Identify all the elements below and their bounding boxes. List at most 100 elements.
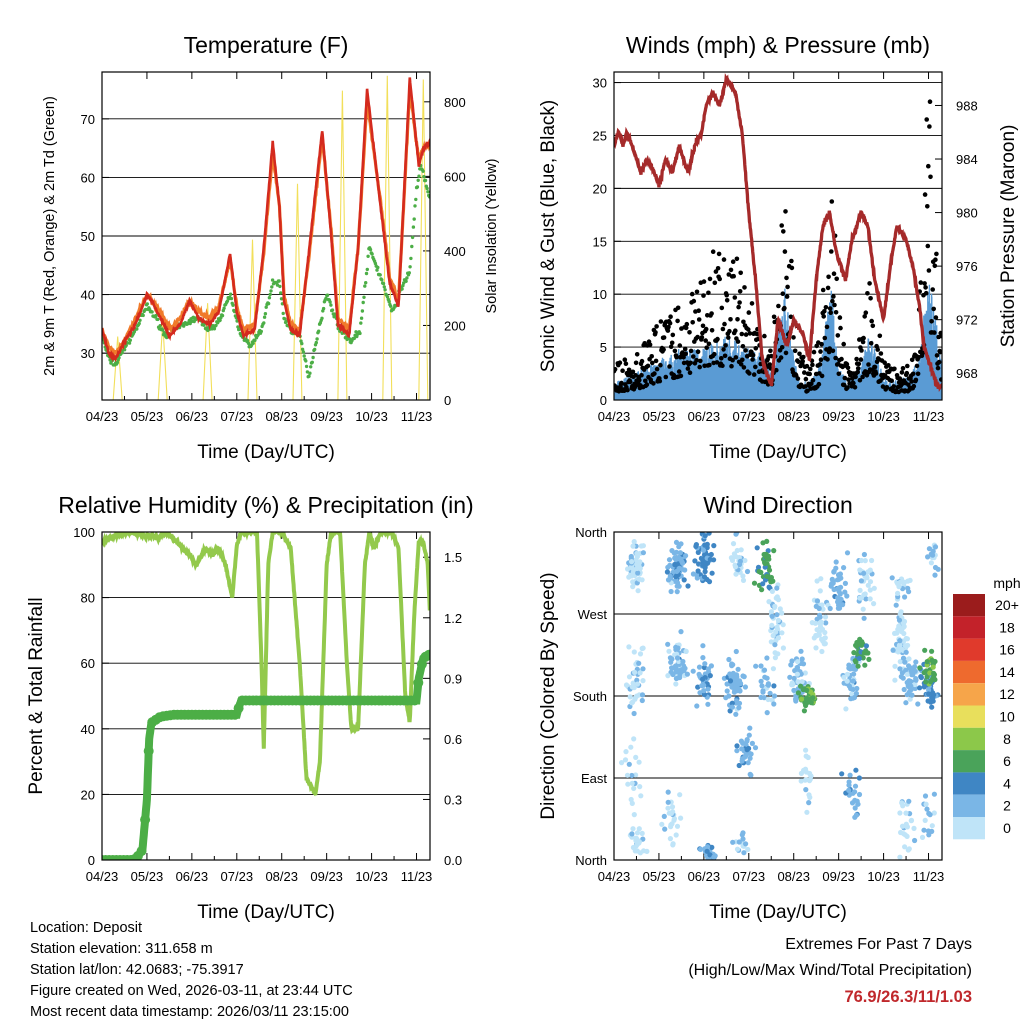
station-elevation: Station elevation: 311.658 m [30,941,213,957]
point-gust [749,301,755,306]
point-dewpoint [270,285,274,289]
point-gust [783,209,788,214]
colorbar-swatch [953,705,985,728]
chart-title: Temperature (F) [184,32,349,58]
point-wind-direction [846,782,852,788]
point-wind-direction [702,562,709,568]
point-wind-direction [742,684,749,690]
point-gust [915,371,921,377]
x-tick-label: 08/23 [777,869,810,884]
point-wind-direction [779,630,785,636]
point-wind-direction [917,665,923,671]
point-gust [831,294,836,299]
point-dewpoint [127,341,132,345]
y-right-tick-label: 0.3 [444,792,462,807]
point-gust [857,377,863,383]
point-wind-direction [855,663,861,669]
point-dewpoint [417,174,421,178]
point-wind-direction [858,578,865,584]
point-gust [936,359,942,365]
point-precipitation [424,649,430,660]
point-gust [719,305,725,311]
point-wind-direction [637,651,644,657]
point-wind-direction [672,555,678,561]
point-gust [658,319,664,324]
plot-frame [613,531,943,861]
point-gust [934,251,939,257]
point-dewpoint [402,281,406,285]
point-dewpoint [423,178,428,183]
point-wind-direction [631,710,637,717]
y-right-tick-label: 0 [444,393,451,408]
point-wind-direction [844,593,850,599]
point-wind-direction [766,599,772,605]
point-gust [803,376,809,382]
point-gust [688,360,693,366]
point-wind-direction [769,697,775,703]
point-wind-direction [674,655,681,661]
point-wind-direction [861,570,867,576]
panel-wind_direction: Wind Direction Time (Day/UTC) North East Sou… [538,492,1021,923]
point-wind-direction [816,605,822,612]
point-gust [820,287,826,293]
point-gust [791,335,796,340]
point-gust [884,385,890,390]
y-axis-label: 2m & 9m T (Red, Orange) & 2m Td (Green) [42,96,58,376]
point-wind-direction [760,581,766,587]
point-gust [726,335,731,340]
point-wind-direction [903,667,909,674]
point-wind-direction [775,651,781,657]
point-dewpoint [231,303,235,307]
point-gust [924,117,929,122]
point-wind-direction [856,791,863,798]
station-info: Location: Deposit Station elevation: 311… [30,918,353,1023]
point-gust [712,351,717,357]
point-dewpoint [368,247,373,252]
point-gust [851,380,856,386]
point-wind-direction [913,659,919,665]
point-wind-direction [889,575,895,581]
point-wind-direction [631,685,637,691]
point-gust [867,281,872,286]
colorbar-label: 12 [999,686,1015,702]
point-wind-direction [901,624,907,630]
point-wind-direction [743,841,749,847]
point-wind-direction [929,648,935,654]
point-dewpoint [135,327,139,331]
point-gust [733,355,739,360]
point-wind-direction [908,817,915,824]
point-wind-direction [677,550,684,556]
point-gust [670,332,676,338]
point-gust [795,376,801,381]
point-gust [868,296,873,301]
point-gust [675,305,681,311]
point-wind-direction [634,552,640,558]
point-wind-direction [861,650,868,656]
point-wind-direction [708,551,714,558]
colorbar-swatch [953,683,985,706]
point-wind-direction [931,670,937,677]
point-wind-direction [762,564,768,570]
point-gust [731,273,736,279]
point-wind-direction [928,679,934,685]
y-tick-label: 50 [81,229,95,244]
point-wind-direction [638,543,645,549]
point-gust [934,353,940,358]
point-dewpoint [210,327,214,331]
point-dewpoint [279,297,284,301]
point-wind-direction [923,801,929,807]
point-gust [796,359,801,365]
point-gust [735,317,740,322]
point-gust [797,351,802,357]
point-gust [808,366,813,372]
point-wind-direction [622,757,629,763]
point-wind-direction [628,744,634,750]
point-wind-direction [930,552,936,558]
point-wind-direction [806,800,812,806]
point-wind-direction [630,543,636,549]
point-wind-direction [749,740,756,747]
point-gust [753,346,759,351]
point-wind-direction [759,683,765,689]
point-wind-direction [730,839,736,845]
point-wind-direction [833,565,839,571]
